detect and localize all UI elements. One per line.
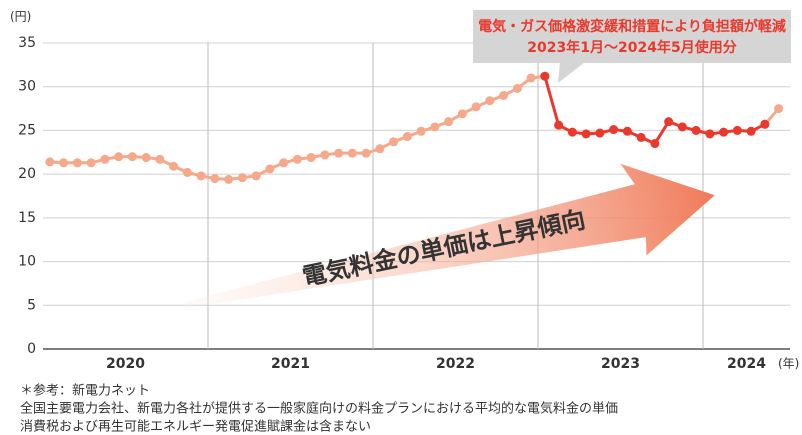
data-point: [59, 158, 69, 168]
data-point: [774, 104, 784, 114]
y-tick-label: 5: [27, 297, 36, 313]
annotation-line: 2023年1月～2024年5月使用分: [527, 39, 736, 56]
data-point: [512, 83, 522, 93]
data-point: [705, 129, 715, 139]
y-tick-label: 0: [27, 341, 36, 357]
data-point: [746, 126, 756, 136]
series-line: [49, 74, 780, 181]
data-point: [622, 126, 632, 136]
data-point: [320, 150, 330, 160]
data-point: [471, 102, 481, 112]
y-unit: (円): [10, 10, 31, 24]
x-tick-label: 2023: [601, 356, 640, 372]
data-point: [526, 73, 536, 83]
data-point: [636, 132, 646, 142]
annotation-line: 電気・ガス価格激変緩和措置により負担額が軽減: [478, 18, 786, 35]
data-point: [664, 117, 674, 127]
data-point: [719, 127, 729, 137]
data-point: [100, 154, 110, 164]
note: 全国主要電力会社、新電力各社が提供する一般家庭向けの料金プランにおける平均的な電…: [20, 401, 618, 417]
data-point: [375, 144, 385, 154]
data-point: [169, 161, 179, 171]
data-point: [292, 154, 302, 164]
y-tick-label: 35: [18, 35, 36, 51]
data-point: [389, 137, 399, 147]
data-point: [430, 122, 440, 132]
data-point: [457, 109, 467, 119]
data-point: [595, 128, 605, 138]
data-point: [210, 174, 220, 184]
data-point: [416, 126, 426, 136]
data-point: [402, 132, 412, 142]
data-point: [554, 120, 564, 130]
data-point: [306, 153, 316, 163]
data-point: [691, 125, 701, 135]
arrow-shape: [184, 163, 715, 308]
data-point: [114, 152, 124, 162]
x-tick-label: 2020: [106, 356, 145, 372]
note: ＊参考：新電力ネット: [20, 383, 150, 399]
data-point: [237, 173, 247, 183]
y-tick-label: 20: [18, 166, 36, 182]
data-point: [251, 171, 261, 181]
annotation-pointer: [558, 62, 585, 83]
y-tick-label: 25: [18, 122, 36, 138]
data-point: [86, 158, 96, 168]
data-point: [677, 122, 687, 132]
data-point: [732, 125, 742, 135]
data-point: [361, 148, 371, 158]
annotation-box: [473, 10, 791, 63]
data-point: [141, 153, 151, 163]
x-tick-label: 2021: [271, 356, 310, 372]
data-point: [581, 129, 591, 139]
y-tick-label: 15: [18, 210, 36, 226]
data-point: [334, 148, 344, 158]
annotation: 電気・ガス価格激変緩和措置により負担額が軽減 2023年1月～2024年5月使用…: [473, 10, 791, 83]
data-point: [224, 174, 234, 184]
data-point: [760, 119, 770, 129]
y-tick-label: 30: [18, 79, 36, 95]
data-point: [485, 96, 495, 106]
x-tick-label: 2024: [727, 356, 766, 372]
data-point: [650, 139, 660, 149]
data-point: [196, 171, 206, 181]
data-point: [155, 154, 165, 164]
data-point: [279, 158, 289, 168]
data-point: [265, 164, 275, 174]
grid: 0 5 10 15 20 25 30 35 2020 2021 2022 2023 2024: [18, 35, 790, 372]
data-point: [540, 71, 550, 81]
note: 消費税および再生可能エネルギー発電促進賦課金は含まない: [20, 419, 371, 435]
data-point: [567, 127, 577, 137]
data-point: [182, 167, 192, 177]
data-point: [609, 125, 619, 135]
data-point: [499, 90, 509, 100]
y-tick-label: 10: [18, 254, 36, 270]
data-point: [45, 157, 55, 167]
data-point: [347, 148, 357, 158]
x-tick-label: 2022: [436, 356, 475, 372]
data-point: [72, 158, 82, 168]
data-point: [444, 117, 454, 127]
x-unit: (年): [778, 357, 799, 371]
data-point: [127, 152, 137, 162]
